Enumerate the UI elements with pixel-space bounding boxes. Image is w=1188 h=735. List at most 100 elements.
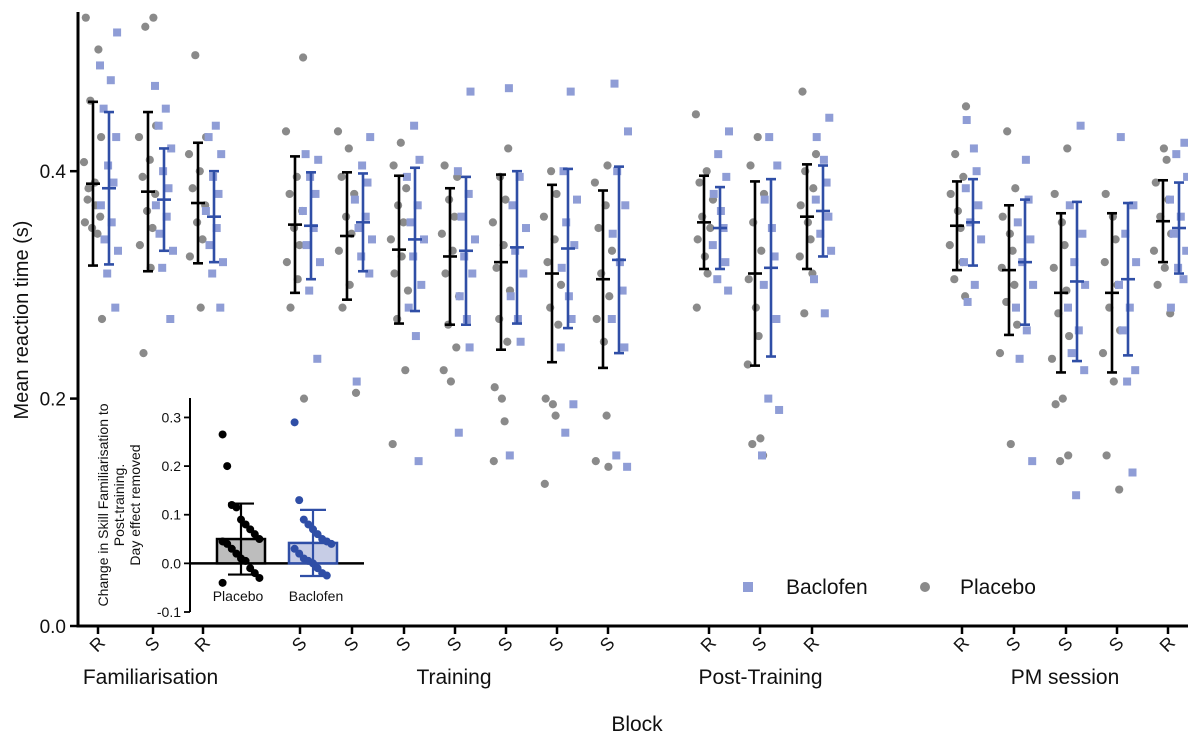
baclofen-point [109, 178, 118, 187]
placebo-point [299, 53, 308, 62]
baclofen-point [960, 258, 968, 267]
placebo-point [281, 127, 291, 136]
placebo-point [295, 240, 304, 250]
baclofen-point [822, 178, 831, 187]
baclofen-point [1029, 280, 1038, 289]
inset-point-baclofen [295, 496, 304, 505]
placebo-point [185, 252, 194, 261]
baclofen-point [455, 292, 464, 301]
baclofen-point [557, 263, 566, 272]
baclofen-point [566, 87, 575, 96]
baclofen-point [770, 252, 779, 261]
baclofen-point [164, 184, 173, 193]
baclofen-point [1183, 172, 1188, 181]
inset-point-placebo [218, 578, 227, 587]
baclofen-point [99, 104, 108, 113]
y-tick-label: 0.0 [40, 617, 66, 638]
baclofen-point [522, 224, 530, 233]
group-label: Post-Training [698, 666, 822, 689]
placebo-point [998, 212, 1007, 221]
placebo-point [796, 201, 805, 210]
placebo-point [605, 292, 614, 301]
baclofen-point [113, 28, 122, 37]
baclofen-point [404, 303, 413, 312]
placebo-point [282, 258, 291, 267]
placebo-point [149, 13, 158, 22]
baclofen-point [1065, 201, 1074, 210]
placebo-point [1049, 263, 1058, 272]
baclofen-point [1015, 354, 1024, 363]
baclofen-point [1176, 212, 1185, 221]
baclofen-point [515, 172, 524, 181]
placebo-point [135, 240, 144, 250]
placebo-point [1003, 127, 1012, 136]
baclofen-point [1132, 258, 1141, 267]
placebo-point [695, 178, 704, 187]
baclofen-point [155, 229, 164, 238]
placebo-point [79, 157, 89, 167]
baclofen-point [1125, 303, 1134, 312]
x-tick-label: R [1156, 633, 1179, 656]
baclofen-point [217, 150, 226, 159]
inset-point-placebo [232, 503, 241, 512]
baclofen-point [211, 121, 220, 130]
baclofen-point [618, 286, 627, 295]
placebo-point [285, 189, 294, 199]
baclofen-point [471, 235, 479, 244]
baclofen-point [106, 76, 115, 85]
legend-placebo-label: Placebo [960, 576, 1036, 599]
placebo-point [1149, 246, 1159, 255]
baclofen-point [573, 195, 581, 204]
baclofen-point [112, 133, 121, 142]
baclofen-point [1166, 195, 1174, 204]
placebo-point [402, 184, 411, 193]
placebo-point [196, 303, 205, 312]
baclofen-point [1131, 366, 1140, 375]
baclofen-point [722, 172, 731, 181]
baclofen-point [1182, 246, 1188, 255]
baclofen-point [810, 275, 818, 284]
baclofen-point [725, 127, 733, 136]
placebo-point [543, 258, 552, 267]
baclofen-point [406, 218, 415, 227]
placebo-point [1011, 184, 1020, 193]
baclofen-point [608, 229, 617, 238]
baclofen-point [358, 161, 367, 170]
placebo-point [540, 479, 549, 488]
x-axis-label: Block [611, 713, 663, 735]
placebo-point [441, 269, 450, 278]
baclofen-point [1128, 468, 1137, 477]
placebo-point [552, 189, 561, 199]
baclofen-point [504, 84, 513, 93]
placebo-point [344, 144, 353, 153]
x-tick-label: S [392, 633, 415, 656]
placebo-point [753, 132, 762, 142]
placebo-point [1056, 457, 1065, 466]
placebo-point [334, 246, 343, 255]
placebo-point [388, 439, 397, 449]
x-tick-label: R [800, 633, 823, 656]
legend-baclofen-label: Baclofen [786, 576, 868, 599]
baclofen-point [974, 201, 983, 210]
baclofen-point [1179, 275, 1188, 284]
placebo-point [798, 87, 807, 96]
placebo-point [604, 462, 613, 471]
x-tick-label: S [141, 633, 164, 656]
placebo-point [811, 150, 821, 159]
baclofen-point [561, 428, 570, 437]
placebo-point [1111, 235, 1120, 244]
placebo-point [1098, 349, 1108, 358]
baclofen-point [103, 269, 112, 278]
baclofen-point [100, 235, 109, 244]
baclofen-point [1067, 349, 1076, 358]
baclofen-point [219, 258, 227, 267]
legend-placebo-marker [920, 582, 930, 592]
baclofen-point [205, 241, 214, 250]
placebo-point [1047, 354, 1057, 363]
baclofen-point [411, 332, 420, 341]
baclofen-point [977, 235, 986, 244]
baclofen-point [357, 252, 366, 261]
baclofen-point [162, 212, 171, 221]
